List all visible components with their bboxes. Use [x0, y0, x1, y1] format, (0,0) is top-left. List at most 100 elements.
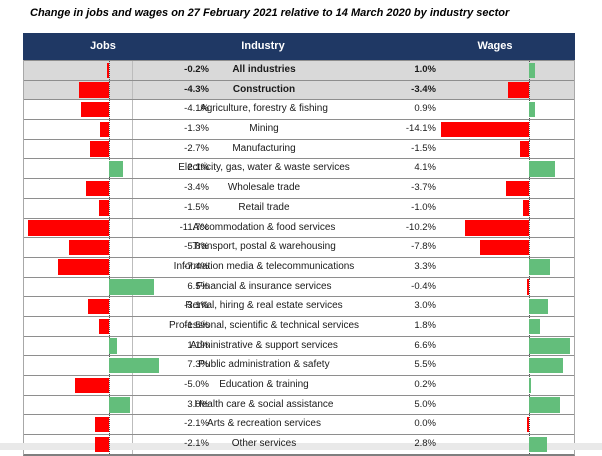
- jobs-bar: [98, 318, 109, 335]
- table-row: -4.3% Construction -3.4%: [24, 79, 574, 100]
- wages-bar: [529, 338, 571, 354]
- jobs-bar: [87, 298, 109, 315]
- wages-value: -0.4%: [411, 280, 436, 292]
- table-row: -1.3% Mining -14.1%: [24, 119, 574, 139]
- table-row: 6.5% Financial & insurance services -0.4%: [24, 276, 574, 297]
- jobs-bar: [94, 416, 109, 433]
- industry-label: Professional, scientific & technical ser…: [168, 319, 360, 331]
- industry-label: Public administration & safety: [198, 359, 330, 371]
- jobs-value: -1.5%: [184, 319, 209, 331]
- jobs-zero-axis: [109, 139, 110, 159]
- jobs-zero-axis: [109, 100, 110, 120]
- table-row: -1.5% Professional, scientific & technica…: [24, 315, 574, 336]
- industry-label: Accommodation & food services: [192, 221, 336, 233]
- industry-label: Electricity, gas, water & waste services: [178, 162, 350, 174]
- jobs-value: -7.4%: [184, 260, 209, 272]
- column-gridline: [132, 61, 133, 80]
- wages-zero-axis: [529, 80, 530, 100]
- jobs-value: -11.7%: [179, 221, 209, 233]
- column-gridline: [132, 316, 133, 336]
- column-gridline: [132, 139, 133, 159]
- table-header-row: Jobs Industry Wages: [23, 33, 575, 60]
- table-row: -3.4% Wholesale trade -3.7%: [24, 178, 574, 198]
- jobs-zero-axis: [109, 297, 110, 316]
- page-title: Change in jobs and wages on 27 February …: [30, 7, 510, 19]
- wages-bar: [527, 416, 529, 433]
- jobs-value: -3.1%: [184, 300, 209, 312]
- jobs-wages-table: Jobs Industry Wages -0.2% All industries 1…: [23, 33, 575, 456]
- wages-zero-axis: [529, 277, 530, 297]
- industry-label: Other services: [231, 438, 297, 450]
- wages-value: 3.0%: [414, 300, 436, 312]
- jobs-value: 2.1%: [187, 162, 209, 174]
- industry-label: Rental, hiring & real estate services: [185, 300, 343, 312]
- wages-bar: [529, 259, 550, 275]
- wages-zero-axis: [529, 120, 530, 139]
- column-gridline: [132, 257, 133, 277]
- column-gridline: [132, 179, 133, 198]
- jobs-value: -2.1%: [184, 418, 209, 430]
- industry-label: Manufacturing: [232, 142, 296, 154]
- jobs-zero-axis: [109, 80, 110, 100]
- wages-value: 0.2%: [414, 379, 436, 390]
- wages-value: -1.0%: [411, 201, 436, 213]
- wages-bar: [519, 141, 529, 157]
- jobs-bar: [68, 239, 109, 256]
- jobs-value: -2.1%: [184, 438, 209, 450]
- column-gridline: [132, 80, 133, 100]
- jobs-zero-axis: [109, 238, 110, 257]
- table-row: -2.1% Arts & recreation services 0.0%: [24, 414, 574, 435]
- jobs-bar: [85, 180, 109, 197]
- wages-zero-axis: [529, 218, 530, 238]
- wages-bar: [480, 239, 529, 256]
- jobs-bar: [90, 141, 109, 157]
- jobs-bar: [109, 357, 160, 374]
- wages-value: 1.0%: [414, 64, 436, 75]
- jobs-zero-axis: [109, 198, 110, 218]
- wages-zero-axis: [529, 139, 530, 159]
- industry-label: Agriculture, forestry & fishing: [200, 103, 328, 115]
- wages-zero-axis: [529, 238, 530, 257]
- wages-value: 3.3%: [414, 260, 436, 272]
- wages-value: -14.1%: [405, 123, 436, 135]
- jobs-bar: [98, 200, 109, 216]
- wages-bar: [505, 180, 529, 197]
- wages-value: -1.5%: [411, 142, 436, 154]
- jobs-zero-axis: [109, 316, 110, 336]
- jobs-bar: [109, 161, 124, 177]
- jobs-bar: [109, 397, 130, 413]
- table-row: 7.3% Public administration & safety 5.5%: [24, 355, 574, 375]
- column-gridline: [132, 120, 133, 139]
- industry-label: Mining: [249, 123, 279, 135]
- jobs-value: -1.5%: [184, 201, 209, 213]
- table-row: -3.1% Rental, hiring & real estate servic…: [24, 296, 574, 316]
- jobs-value: -1.3%: [184, 123, 209, 135]
- wages-zero-axis: [529, 415, 530, 435]
- jobs-value: -4.3%: [184, 83, 209, 95]
- jobs-value: 7.3%: [187, 359, 209, 371]
- jobs-value: -0.2%: [184, 64, 209, 75]
- table-row: -2.1% Other services 2.8%: [24, 434, 574, 454]
- wages-value: 2.8%: [414, 438, 436, 450]
- jobs-bar: [74, 377, 109, 394]
- jobs-bar: [57, 259, 109, 275]
- column-gridline: [132, 297, 133, 316]
- wages-value: 5.5%: [414, 359, 436, 371]
- jobs-value: 6.5%: [187, 280, 209, 292]
- column-gridline: [132, 376, 133, 395]
- bottom-edge-strip: [0, 443, 602, 450]
- jobs-bar: [28, 220, 109, 236]
- table-row: -2.7% Manufacturing -1.5%: [24, 138, 574, 159]
- wages-bar: [529, 62, 536, 79]
- wages-bar: [529, 101, 535, 118]
- jobs-zero-axis: [109, 376, 110, 395]
- industry-label: Financial & insurance services: [196, 280, 332, 292]
- wages-value: 1.8%: [414, 319, 436, 331]
- jobs-zero-axis: [109, 435, 110, 454]
- table-row: 2.1% Electricity, gas, water & waste serv…: [24, 158, 574, 179]
- column-gridline: [132, 395, 133, 415]
- jobs-zero-axis: [109, 218, 110, 238]
- wages-bar: [529, 397, 561, 413]
- wages-value: 4.1%: [414, 162, 436, 174]
- wages-bar: [522, 200, 529, 216]
